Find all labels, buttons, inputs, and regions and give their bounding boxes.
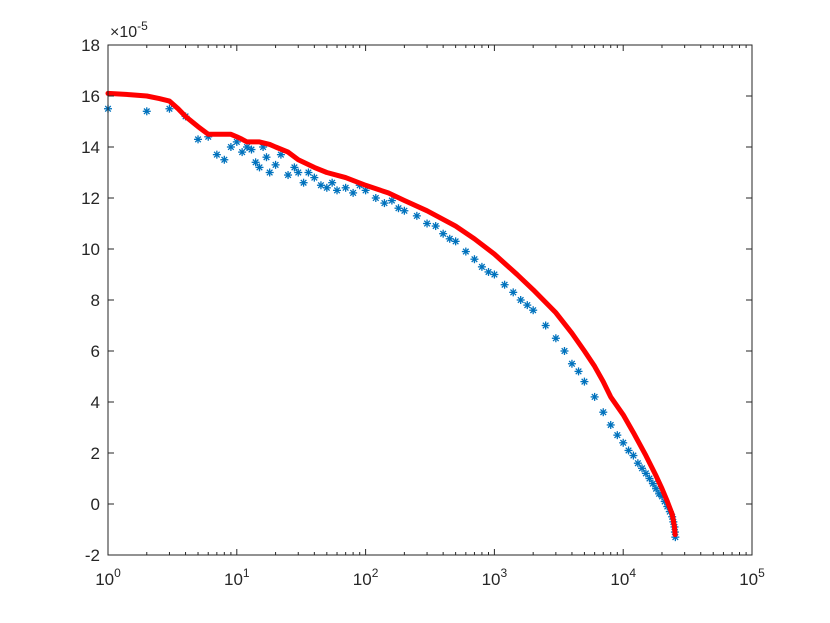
scatter-point [251,158,260,167]
scatter-point [461,247,470,256]
scatter-point [299,178,308,187]
y-tick-label: 12 [81,189,100,208]
scatter-point [516,296,525,304]
scatter-point [560,347,569,355]
scatter-point [613,431,622,440]
scatter-point [641,469,650,478]
scatter-point [574,367,583,376]
x-tick-label: 103 [482,566,508,589]
y-tick-label: 8 [91,291,100,310]
fit-line [105,90,678,538]
scatter-point [316,181,325,190]
x-tick-label: 104 [610,566,636,589]
y-tick-label: 10 [81,240,100,259]
scatter-point [165,104,174,113]
y-tick-label: 4 [91,393,100,412]
scatter-point [490,270,499,279]
scatter-point [304,168,313,177]
scatter-point [551,334,560,343]
scatter-point [477,262,486,271]
scatter-point [638,464,647,473]
scatter-point [349,188,358,197]
scatter-point [541,321,550,330]
y-tick-label: 14 [81,138,100,157]
scatter-point [523,301,532,310]
scatter-point [284,171,293,180]
scatter-point [439,229,448,238]
scatter-point [276,150,285,159]
scatter-point [380,199,389,208]
scatter-point [247,145,256,154]
scatter-point [645,474,654,483]
scatter-point [400,206,409,215]
x-tick-label: 101 [224,566,250,589]
x-tick-label: 100 [95,566,121,589]
scatter-point [290,163,299,172]
scatter-point [394,204,403,213]
scatter-point [590,392,599,401]
y-tick-label: 18 [81,36,100,55]
scatter-point [271,160,280,169]
scatter-point [226,143,235,151]
y-axis-multiplier: ×10-5 [110,19,148,41]
scatter-point [265,168,274,177]
scatter-point [328,178,337,187]
scatter-point [580,377,589,386]
scatter-point [619,438,628,447]
scatter-point [423,219,432,228]
scatter-point [341,183,350,192]
x-tick-label: 102 [353,566,379,589]
scatter-point [387,196,396,205]
scatter-point [431,222,440,231]
scatter-point [212,150,221,159]
y-tick-label: 2 [91,444,100,463]
scatter-point [599,408,608,417]
scatter-point [509,288,518,297]
scatter-point [470,255,479,264]
y-tick-label: -2 [85,546,100,565]
scatter-point [500,280,509,289]
scatter-point [294,168,303,177]
y-tick-label: 0 [91,495,100,514]
scatter-point [484,267,493,276]
scatter-point [529,306,538,315]
scatter-point [629,451,638,460]
scatter-point [255,163,264,172]
scatter-point [567,359,576,368]
scatter-point [142,107,151,116]
y-tick-label: 16 [81,87,100,106]
scatter-point [262,153,271,162]
scatter-point [412,211,421,220]
scatter-point [371,194,380,202]
axes: -2 0 2 4 6 8 10 12 14 16 18 100 101 102 103 104 105 [81,36,765,589]
scatter-point [606,420,615,429]
x-tick-label: 105 [739,566,765,589]
scatter-point [333,186,342,195]
scatter-point [633,459,642,468]
scatter-point [648,479,657,488]
scatter-point [310,173,319,182]
y-tick-label: 6 [91,342,100,361]
scatter-point [194,135,203,144]
scatter-point [445,234,454,243]
scatter-point [322,183,331,192]
scatter-point [624,446,633,455]
line-series [105,90,678,538]
scatter-point [238,148,247,157]
scatter-point [451,237,460,246]
scatter-point [220,155,229,164]
